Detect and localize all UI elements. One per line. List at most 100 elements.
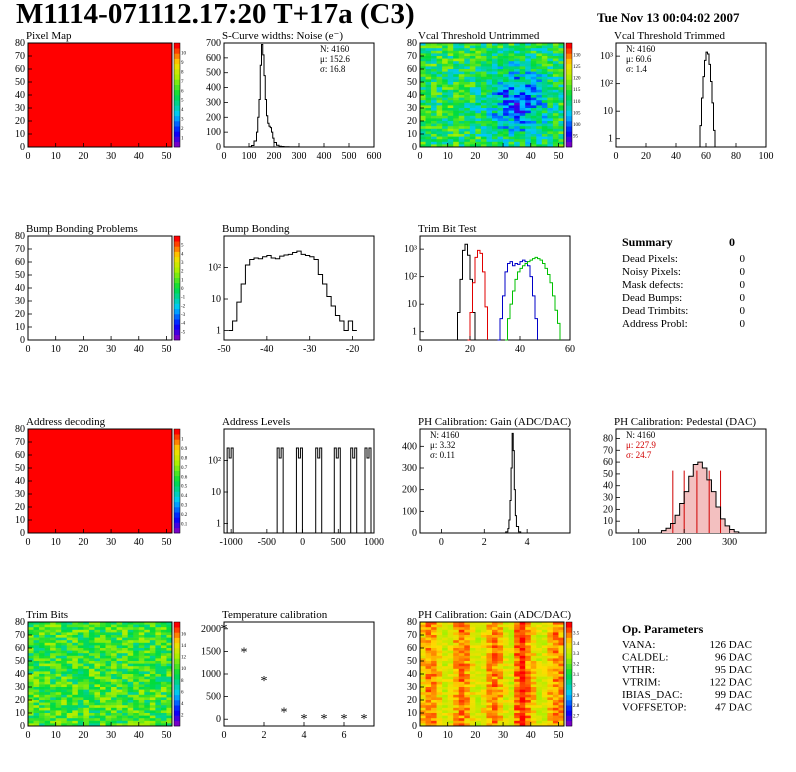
heatmap-cell xyxy=(100,692,106,696)
heatmap-cell xyxy=(431,655,437,659)
heatmap-cell xyxy=(144,681,151,685)
heatmap-cell xyxy=(122,650,128,654)
heatmap-cell xyxy=(447,79,454,83)
heatmap-cell xyxy=(508,134,515,137)
y-tick-label: 10 xyxy=(15,708,25,719)
heatmap-cell xyxy=(133,681,140,685)
heatmap-cell xyxy=(425,715,432,719)
heatmap-cell xyxy=(519,105,526,109)
heatmap-cell xyxy=(547,66,554,70)
heatmap-cell xyxy=(111,632,117,636)
heatmap-cell xyxy=(525,100,532,104)
heatmap-cell xyxy=(480,123,487,127)
heatmap-cell xyxy=(525,115,532,119)
y-tick-label: 60 xyxy=(15,643,25,654)
heatmap-cell xyxy=(497,95,504,98)
heatmap-fill xyxy=(28,43,172,147)
heatmap-cell xyxy=(530,707,537,711)
heatmap-cell xyxy=(519,671,526,675)
heatmap-cell xyxy=(536,63,543,67)
heatmap-cell xyxy=(552,45,559,49)
heatmap-cell xyxy=(447,115,454,119)
heatmap-cell xyxy=(503,692,509,696)
heatmap-cell xyxy=(508,676,515,680)
heatmap-cell xyxy=(514,61,520,65)
heatmap-cell xyxy=(492,694,498,698)
heatmap-cell xyxy=(558,63,565,67)
heatmap-cell xyxy=(486,53,493,57)
heatmap-cell xyxy=(420,627,426,631)
palette-cell xyxy=(174,84,180,91)
heatmap-cell xyxy=(497,629,504,633)
heatmap-cell xyxy=(536,689,543,693)
heatmap-cell xyxy=(122,627,128,631)
heatmap-cell xyxy=(447,723,454,727)
heatmap-cell xyxy=(458,66,465,70)
heatmap-cell xyxy=(514,671,520,675)
heatmap-cell xyxy=(530,700,537,703)
heatmap-cell xyxy=(469,650,476,654)
summary-value: 0 xyxy=(740,292,746,304)
heatmap-cell xyxy=(547,50,554,54)
heatmap-cell xyxy=(464,622,471,625)
heatmap-cell xyxy=(508,637,515,641)
heatmap-cell xyxy=(116,715,123,719)
heatmap-cell xyxy=(33,637,40,641)
heatmap-cell xyxy=(166,640,173,644)
heatmap-cell xyxy=(519,655,526,659)
heatmap-cell xyxy=(116,629,123,633)
heatmap-cell xyxy=(88,700,95,703)
heatmap-cell xyxy=(127,645,134,649)
heatmap-cell xyxy=(111,668,117,672)
heatmap-cell xyxy=(514,723,520,727)
heatmap-cell xyxy=(464,121,471,124)
heatmap-cell xyxy=(116,645,123,649)
heatmap-cell xyxy=(420,92,426,96)
heatmap-cell xyxy=(100,702,106,706)
heatmap-cell xyxy=(77,681,84,685)
heatmap-cell xyxy=(425,97,432,101)
heatmap-cell xyxy=(436,650,443,654)
heatmap-cell xyxy=(475,655,482,659)
heatmap-cell xyxy=(458,48,465,52)
heatmap-cell xyxy=(558,61,565,65)
heatmap-cell xyxy=(55,679,62,683)
heatmap-cell xyxy=(436,674,443,677)
palette-tick-label: 5 xyxy=(181,99,184,104)
heatmap-cell xyxy=(431,76,437,80)
heatmap-cell xyxy=(44,624,51,628)
heatmap-cell xyxy=(558,95,565,98)
heatmap-cell xyxy=(160,707,167,711)
heatmap-cell xyxy=(519,48,526,52)
heatmap-cell xyxy=(508,622,515,625)
heatmap-cell xyxy=(127,637,134,641)
heatmap-cell xyxy=(28,658,34,662)
heatmap-cell xyxy=(83,710,90,714)
y-tick-label: 40 xyxy=(407,90,417,101)
heatmap-cell xyxy=(425,648,432,651)
heatmap-cell xyxy=(442,629,448,633)
palette-tick-label: 2 xyxy=(181,127,184,132)
heatmap-cell xyxy=(458,61,465,65)
heatmap-cell xyxy=(425,128,432,132)
heatmap-cell xyxy=(133,648,140,651)
palette-cell xyxy=(174,684,180,690)
heatmap-cell xyxy=(525,144,532,148)
heatmap-cell xyxy=(492,624,498,628)
heatmap-cell xyxy=(453,679,460,683)
heatmap-cell xyxy=(458,723,465,727)
heatmap-cell xyxy=(436,627,443,631)
series-line xyxy=(467,249,488,341)
heatmap-cell xyxy=(497,668,504,672)
palette-cell xyxy=(174,236,180,242)
x-tick-label: -500 xyxy=(258,537,276,548)
heatmap-cell xyxy=(469,141,476,145)
heatmap-cell xyxy=(420,687,426,690)
heatmap-cell xyxy=(497,121,504,124)
heatmap-cell xyxy=(492,63,498,67)
heatmap-cell xyxy=(33,655,40,659)
heatmap-cell xyxy=(558,69,565,72)
heatmap-cell xyxy=(547,141,554,145)
heatmap-cell xyxy=(133,720,140,724)
heatmap-cell xyxy=(536,674,543,677)
